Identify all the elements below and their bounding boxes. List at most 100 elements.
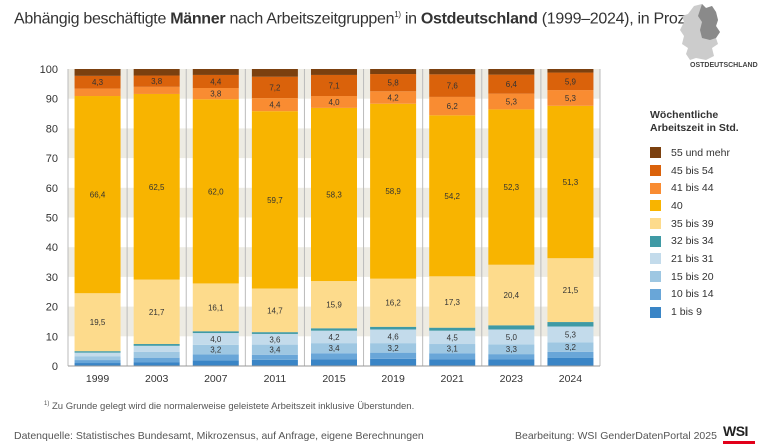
legend-item: 35 bis 39 (650, 215, 768, 233)
legend-swatch (650, 253, 661, 265)
data-label: 3,4 (328, 344, 340, 353)
x-tick-label: 1999 (86, 373, 110, 385)
legend-label: 15 bis 20 (671, 270, 714, 283)
legend-label: 55 und mehr (671, 146, 730, 159)
x-tick-label: 2011 (264, 373, 287, 385)
wsi-logo: WSI (723, 424, 755, 444)
bar-segment (488, 93, 535, 110)
data-label: 7,2 (269, 83, 281, 92)
bar-segment (370, 91, 417, 104)
legend-item: 32 bis 34 (650, 232, 768, 250)
data-label: 15,9 (326, 301, 342, 310)
bar-segment (133, 279, 180, 345)
bar-segment (192, 88, 239, 100)
bar-segment (488, 359, 535, 366)
bar-segment (311, 74, 357, 97)
data-label: 5,0 (506, 333, 518, 342)
data-label: 3,6 (269, 335, 281, 344)
bar-segment (370, 358, 417, 366)
bar-segment (311, 330, 357, 344)
bar-segment (370, 69, 417, 75)
data-label: 3,3 (506, 345, 518, 354)
bar-segment (192, 69, 239, 75)
legend-item: 55 und mehr (650, 144, 768, 162)
bar-segment (192, 74, 239, 89)
data-label: 54,2 (444, 192, 460, 201)
bar-segment (251, 359, 298, 366)
y-tick-label: 60 (46, 183, 58, 195)
bar-segment (133, 345, 180, 352)
bar-segment (74, 351, 121, 353)
bar-segment (133, 351, 180, 358)
legend-item: 1 bis 9 (650, 303, 768, 321)
bar-segment (429, 115, 476, 277)
y-tick-label: 10 (46, 331, 58, 343)
bar-segment (251, 332, 298, 334)
bar-segment (192, 360, 239, 366)
bar-segment (192, 333, 239, 345)
bar-segment (311, 359, 357, 366)
bar-segment (547, 69, 594, 73)
bar-segment (547, 72, 594, 91)
bar-segment (488, 74, 535, 94)
x-tick-label: 2003 (145, 373, 169, 385)
legend-label: 1 bis 9 (671, 306, 702, 319)
legend-item: 10 bis 14 (650, 286, 768, 304)
bar-segment (74, 75, 121, 89)
bar-segment (370, 326, 417, 330)
data-label: 3,8 (210, 90, 222, 99)
bar-segment (547, 326, 594, 343)
data-label: 5,3 (565, 94, 577, 103)
data-label: 58,9 (385, 187, 401, 196)
data-label: 7,1 (328, 81, 340, 90)
data-label: 5,9 (565, 77, 577, 86)
legend-swatch (650, 200, 661, 212)
data-label: 4,0 (210, 335, 222, 344)
bar-segment (429, 344, 476, 354)
stacked-bar-chart: 0 10 20 30 40 50 60 70 80 90 100 19,5 66,4 4,3 1999 21,… (40, 64, 601, 385)
bar-segment (192, 344, 239, 355)
footnote: 1) Zu Grunde gelegt wird die normalerwei… (44, 401, 415, 413)
bar-segment (133, 344, 180, 346)
legend-swatch (650, 147, 661, 159)
legend-item: 21 bis 31 (650, 250, 768, 268)
bar-segment (370, 103, 417, 279)
data-label: 5,3 (506, 98, 518, 107)
data-label: 19,5 (90, 318, 106, 327)
legend-label: 40 (671, 199, 683, 212)
bar-segment (311, 343, 357, 354)
y-tick-label: 30 (46, 272, 58, 284)
bar-segment (488, 109, 535, 265)
bar-segment (74, 352, 121, 357)
data-label: 6,4 (506, 80, 518, 89)
bar-segment (133, 75, 180, 87)
data-label: 14,7 (267, 306, 283, 315)
bar-segment (133, 86, 180, 94)
y-tick-label: 80 (46, 123, 58, 135)
legend-label: 41 bis 44 (671, 182, 714, 195)
data-label: 4,2 (388, 94, 400, 103)
legend-label: 10 bis 14 (671, 288, 714, 301)
bar-segment (251, 333, 298, 345)
data-label: 62,0 (208, 187, 224, 196)
bar-segment (311, 96, 357, 108)
bar-segment (488, 344, 535, 355)
y-tick-label: 100 (40, 64, 58, 76)
legend-item: 41 bis 44 (650, 179, 768, 197)
bar-segment (488, 325, 535, 330)
data-label: 3,2 (210, 346, 222, 355)
bar-segment (429, 276, 476, 328)
editor-credit: Bearbeitung: WSI GenderDatenPortal 2025 (515, 430, 717, 442)
data-label: 16,2 (385, 299, 401, 308)
legend-label: 21 bis 31 (671, 252, 714, 265)
bar-segment (429, 74, 476, 97)
legend-label: 35 bis 39 (671, 217, 714, 230)
bar-segment (251, 69, 298, 77)
x-tick-label: 2007 (204, 373, 228, 385)
germany-map-icon (680, 4, 720, 60)
bar-segment (311, 69, 357, 75)
y-tick-label: 90 (46, 94, 58, 106)
data-label: 3,4 (269, 346, 281, 355)
bar-segment (251, 288, 298, 333)
bar-segment (74, 293, 121, 352)
